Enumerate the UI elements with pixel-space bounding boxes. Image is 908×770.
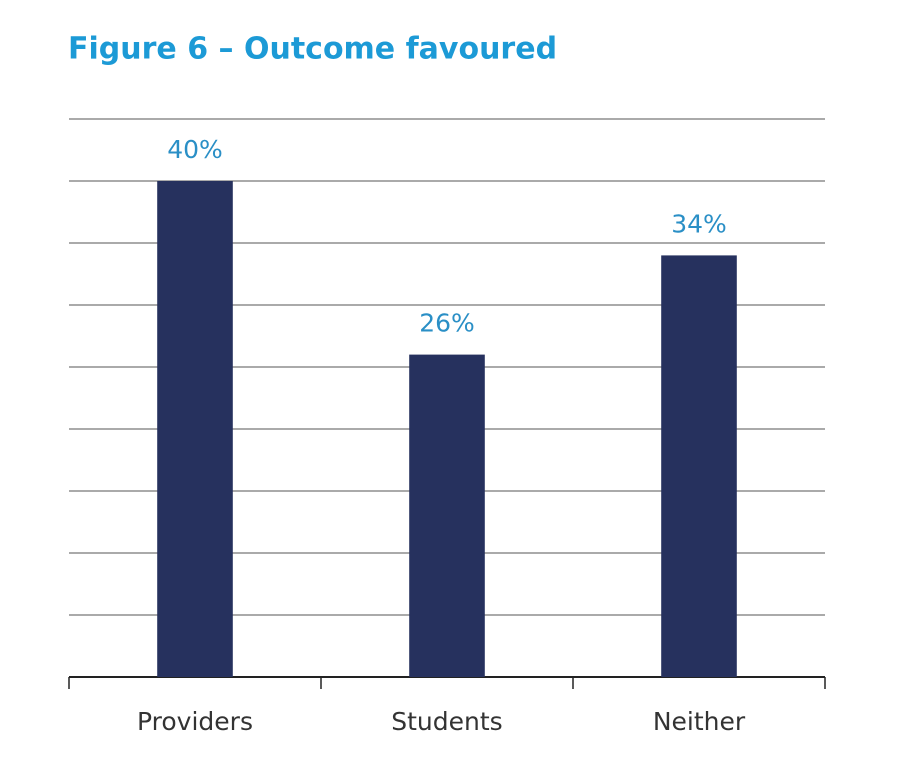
value-label: 34%: [671, 209, 727, 238]
x-tick-label: Students: [391, 707, 502, 736]
chart-title: Figure 6 – Outcome favoured: [68, 32, 557, 67]
bar: [661, 255, 737, 677]
bar: [157, 181, 233, 677]
x-tick-label: Providers: [137, 707, 253, 736]
x-tick-label: Neither: [653, 707, 746, 736]
value-label: 40%: [167, 135, 223, 164]
bar: [409, 354, 485, 677]
value-label: 26%: [419, 309, 475, 338]
